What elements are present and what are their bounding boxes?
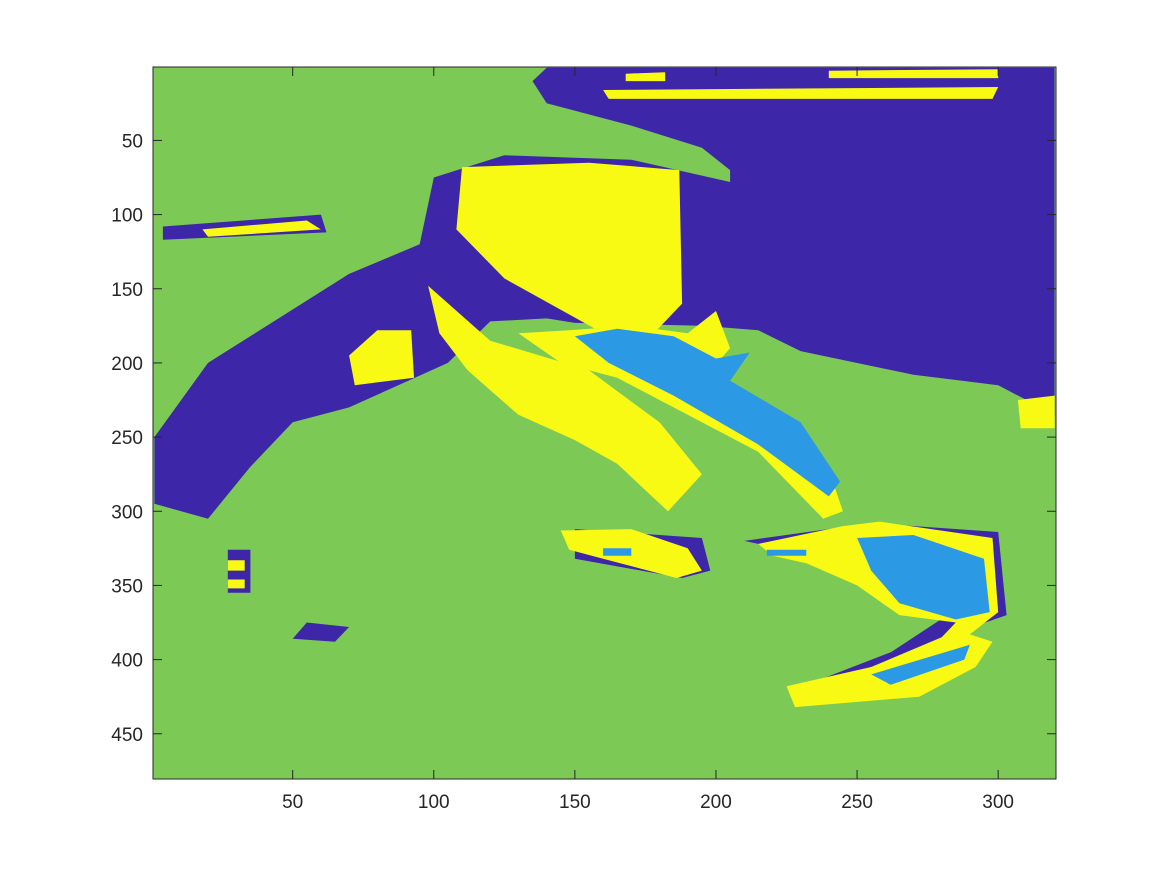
axis-ticks: 50 100 150 200 250 300 50 100 150 200 250 300 350 400… xyxy=(111,67,1056,813)
cluster-1-region xyxy=(857,535,990,620)
cluster-1-region xyxy=(766,549,807,556)
y-tick-label: 300 xyxy=(111,502,143,523)
y-tick-label: 150 xyxy=(111,280,143,301)
y-tick-label: 250 xyxy=(111,428,143,449)
x-tick-label: 100 xyxy=(418,792,450,813)
cluster-1-region xyxy=(574,328,841,497)
cluster-1-region xyxy=(603,548,632,556)
cluster-3-region xyxy=(560,529,702,578)
cluster-3-region xyxy=(227,560,245,571)
cluster-3-region xyxy=(456,162,683,334)
cluster-0-region xyxy=(292,622,350,642)
y-tick-label: 350 xyxy=(111,576,143,597)
cluster-regions xyxy=(154,67,1055,708)
y-tick-label: 50 xyxy=(122,131,143,152)
x-tick-label: 150 xyxy=(559,792,591,813)
y-tick-label: 400 xyxy=(111,651,143,672)
y-tick-label: 200 xyxy=(111,354,143,375)
cluster-3-region xyxy=(828,69,999,79)
axes-box xyxy=(152,66,1057,780)
cluster-3-region xyxy=(625,72,666,82)
cluster-3-region xyxy=(428,285,702,512)
y-tick-label: 100 xyxy=(111,206,143,227)
cluster-3-region xyxy=(202,220,321,237)
cluster-3-region xyxy=(603,87,999,99)
cluster-3-region xyxy=(518,311,843,519)
x-tick-label: 250 xyxy=(841,792,873,813)
cluster-3-region xyxy=(227,579,245,589)
cluster-1-region xyxy=(871,644,970,685)
cluster-3-region xyxy=(349,330,414,386)
x-tick-label: 50 xyxy=(282,792,303,813)
x-tick-label: 300 xyxy=(982,792,1014,813)
cluster-3-region xyxy=(1017,395,1055,429)
y-tick-label: 450 xyxy=(111,725,143,746)
x-tick-label: 200 xyxy=(700,792,732,813)
